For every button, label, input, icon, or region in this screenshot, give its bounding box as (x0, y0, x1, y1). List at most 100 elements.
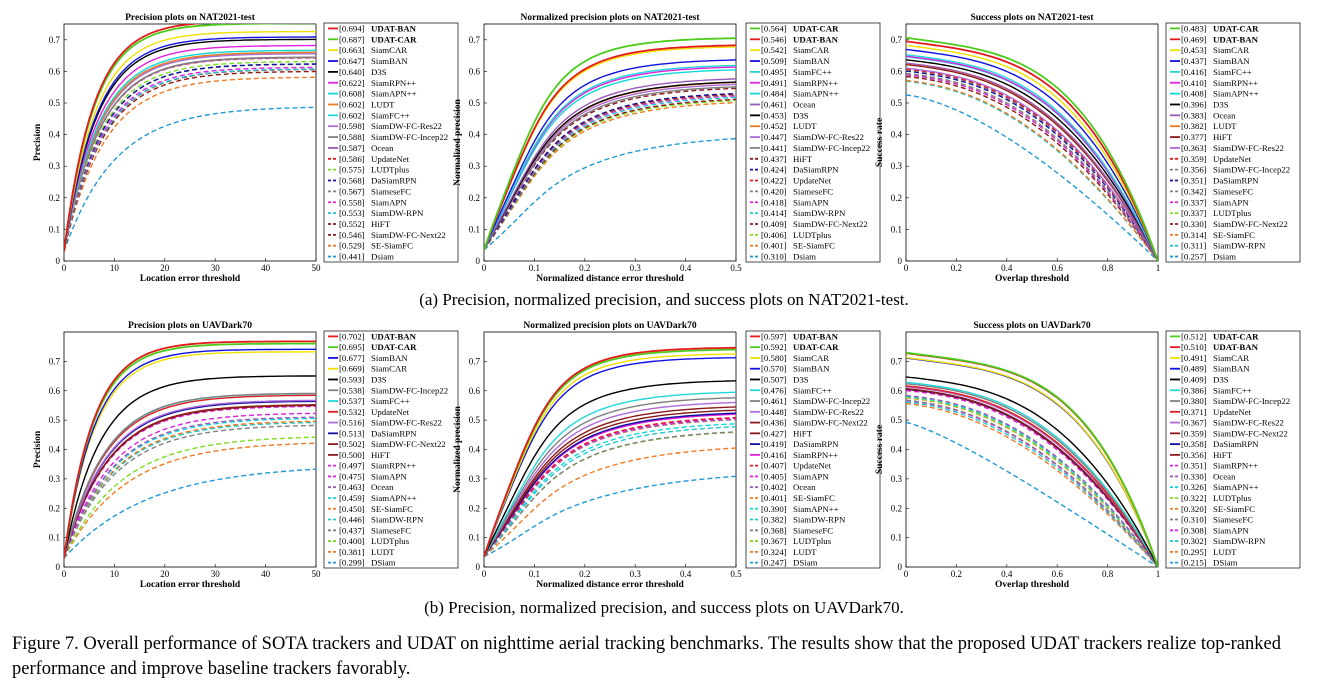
legend-label: UDAT-CAR (793, 342, 839, 352)
legend-score: [0.484] (761, 89, 787, 99)
legend-label: Ocean (793, 482, 816, 492)
legend-score: [0.502] (339, 439, 365, 449)
legend-score: [0.622] (339, 78, 365, 88)
legend-label: SiamDW-FC-Incep22 (371, 132, 448, 142)
legend-score: [0.419] (761, 439, 787, 449)
legend-score: [0.418] (761, 197, 787, 207)
legend-score: [0.356] (1181, 450, 1207, 460)
series-line-ludtplus (484, 99, 736, 251)
series-line-siamdw-rpn (484, 426, 736, 558)
series-line-d3s (484, 81, 736, 251)
legend-score: [0.215] (1181, 558, 1207, 568)
legend-score: [0.597] (761, 331, 787, 341)
legend-label: DSiam (371, 558, 396, 568)
legend-label: HiFT (793, 428, 813, 438)
x-tick-label: 0.4 (1001, 263, 1013, 273)
x-axis-label: Location error threshold (140, 580, 241, 590)
series-line-siamfc++ (906, 54, 1158, 261)
series-line-siamfc++ (484, 64, 736, 251)
series-line-ludt (64, 442, 316, 559)
legend-score: [0.436] (761, 418, 787, 428)
legend-label: SiamRPN++ (793, 450, 838, 460)
series-line-siamdw-fc-res22 (64, 399, 316, 559)
y-tick-label: 0.3 (49, 474, 61, 484)
legend-label: SiamFC++ (371, 396, 410, 406)
legend-score: [0.475] (339, 471, 365, 481)
legend-score: [0.669] (339, 364, 365, 374)
x-tick-label: 50 (312, 569, 322, 579)
legend-score: [0.380] (1181, 396, 1207, 406)
legend-score: [0.461] (761, 396, 787, 406)
legend-label: SiamCAR (793, 353, 829, 363)
y-tick-label: 0.7 (469, 356, 481, 366)
legend-label: SiamFC++ (793, 385, 832, 395)
legend-label: SiamDW-RPN (371, 208, 424, 218)
legend-score: [0.390] (761, 504, 787, 514)
legend-score: [0.546] (339, 230, 365, 240)
y-tick-label: 0 (476, 256, 481, 266)
y-axis-label: Normalized precision (453, 405, 463, 492)
legend-score: [0.367] (761, 536, 787, 546)
legend-score: [0.351] (1181, 461, 1207, 471)
chart-title: Success plots on UAVDark70 (973, 321, 1091, 331)
legend-label: SiamRPN++ (371, 461, 416, 471)
y-tick-label: 0.3 (891, 161, 903, 171)
series-line-updatenet (484, 416, 736, 558)
legend-score: [0.694] (339, 23, 365, 33)
x-tick-label: 0.3 (630, 263, 642, 273)
series-line-siamapn++ (484, 423, 736, 558)
chart-panel-2: Normalized precision plots on NAT2021-te… (453, 13, 881, 284)
x-tick-label: 50 (312, 263, 322, 273)
legend-label: Ocean (371, 482, 394, 492)
legend-score: [0.695] (339, 342, 365, 352)
x-tick-label: 0.5 (730, 263, 742, 273)
legend-score: [0.326] (1181, 482, 1207, 492)
x-tick-label: 10 (110, 263, 120, 273)
series-line-siamdw-rpn (906, 401, 1158, 567)
subcaption-a: (a) Precision, normalized precision, and… (419, 290, 909, 309)
legend-score: [0.586] (339, 154, 365, 164)
legend-label: LUDT (793, 547, 817, 557)
series-line-se-siamfc (906, 79, 1158, 261)
legend-score: [0.570] (761, 364, 787, 374)
legend-label: SiamDW-FC-Next22 (1213, 428, 1288, 438)
series-line-d3s (64, 375, 316, 559)
legend-label: SiamDW-FC-Next22 (1213, 219, 1288, 229)
legend-score: [0.330] (1181, 471, 1207, 481)
legend-label: UDAT-CAR (1213, 23, 1259, 33)
series-line-ludtplus (64, 436, 316, 559)
legend-label: SiamDW-FC-Incep22 (793, 143, 870, 153)
legend-label: D3S (1213, 99, 1229, 109)
legend-score: [0.383] (1181, 110, 1207, 120)
chart-panel-6: Success plots on UAVDark70 0 0.2 0.4 0.6 0.8 1… (875, 321, 1301, 590)
legend-label: SiamAPN (793, 197, 829, 207)
y-tick-label: 0.2 (49, 193, 60, 203)
legend-label: SiamRPN++ (793, 78, 838, 88)
series-line-siamban (484, 59, 736, 251)
x-tick-label: 20 (160, 263, 170, 273)
legend-score: [0.386] (1181, 385, 1207, 395)
x-tick-label: 30 (211, 569, 221, 579)
legend-label: LUDT (793, 121, 817, 131)
legend-label: SiamDW-RPN (793, 208, 846, 218)
series-line-siamcar (906, 356, 1158, 567)
y-tick-label: 0.7 (49, 35, 61, 45)
legend-label: LUDTplus (1213, 493, 1252, 503)
series-line-siamdw-rpn (64, 68, 316, 252)
y-tick-label: 0.5 (469, 415, 481, 425)
series-line-dasiamrpn (484, 92, 736, 251)
legend-score: [0.408] (1181, 89, 1207, 99)
legend-score: [0.446] (339, 515, 365, 525)
x-tick-label: 0 (62, 263, 67, 273)
series-line-ludt (64, 51, 316, 252)
legend-score: [0.491] (761, 78, 787, 88)
chart-panel-1: Precision plots on NAT2021-test 0 10 20 30 40… (33, 13, 459, 284)
series-line-siamrpn++ (906, 55, 1158, 261)
legend-label: SiamDW-FC-Res22 (793, 132, 864, 142)
series-line-siamesefc (484, 431, 736, 558)
legend-label: DaSiamRPN (793, 165, 839, 175)
legend-score: [0.677] (339, 353, 365, 363)
y-tick-label: 0.3 (469, 161, 481, 171)
legend-label: SiamFC++ (371, 110, 410, 120)
legend-score: [0.513] (339, 428, 365, 438)
